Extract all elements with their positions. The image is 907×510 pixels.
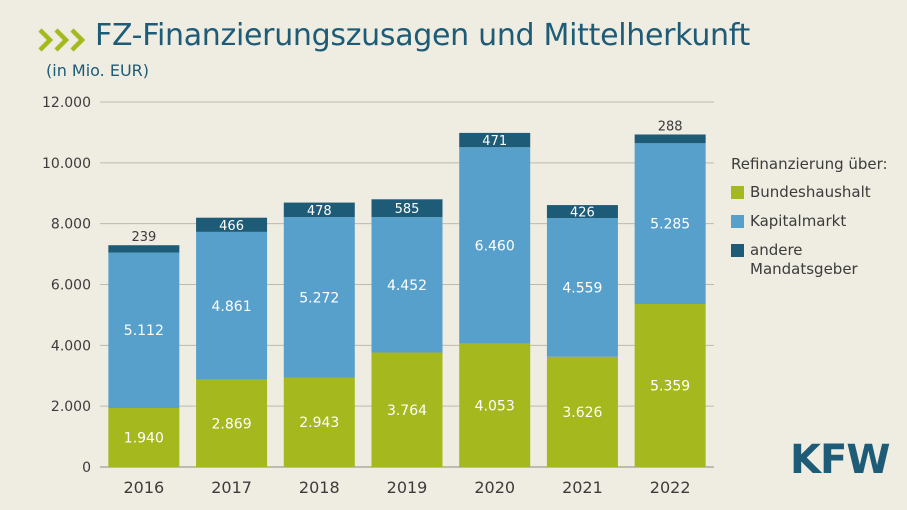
data-label-bundeshaushalt: 1.940 (124, 430, 164, 446)
bar-segment-kapitalmarkt (196, 231, 268, 380)
y-tick-label: 10.000 (42, 156, 91, 172)
bar-segment-andere (459, 132, 531, 148)
legend-item-bundeshaushalt: Bundeshaushalt (731, 183, 901, 202)
x-tick-label: 2022 (650, 478, 691, 497)
bar-segment-kapitalmarkt (546, 218, 618, 357)
data-label-kapitalmarkt: 4.452 (387, 278, 427, 294)
legend-item-andere: andere Mandatsgeber (731, 241, 901, 279)
kfw-logo: KFW (790, 437, 890, 483)
data-label-andere: 288 (658, 119, 683, 134)
legend-swatch-kapitalmarkt (731, 215, 744, 228)
data-label-kapitalmarkt: 5.112 (124, 323, 164, 339)
bar-segment-bundeshaushalt (546, 356, 618, 467)
x-tick-label: 2016 (123, 478, 164, 497)
bar-segment-andere (371, 199, 443, 218)
legend-label: Bundeshaushalt (750, 183, 871, 201)
bar-segment-bundeshaushalt (108, 407, 180, 467)
data-label-andere: 239 (131, 230, 156, 245)
x-tick-label: 2019 (387, 478, 428, 497)
y-tick-label: 8.000 (51, 217, 91, 233)
bar-segment-bundeshaushalt (459, 343, 531, 467)
data-label-andere: 466 (219, 219, 244, 234)
bar-segment-bundeshaushalt (634, 303, 706, 467)
bar-segment-bundeshaushalt (371, 352, 443, 467)
bar-segment-kapitalmarkt (283, 217, 355, 378)
bar-segment-bundeshaushalt (196, 379, 268, 467)
data-label-bundeshaushalt: 3.764 (387, 403, 427, 419)
data-label-bundeshaushalt: 4.053 (475, 398, 515, 414)
data-label-andere: 426 (570, 206, 595, 221)
y-tick-label: 2.000 (51, 399, 91, 415)
legend-swatch-bundeshaushalt (731, 186, 744, 199)
bar-segment-andere (634, 134, 706, 144)
legend-swatch-andere (731, 244, 744, 257)
y-tick-label: 0 (82, 460, 91, 476)
bar-segment-kapitalmarkt (634, 143, 706, 304)
chevron-arrows-icon (38, 28, 86, 52)
data-label-andere: 478 (307, 204, 332, 219)
bar-segment-kapitalmarkt (459, 147, 531, 344)
bar-segment-kapitalmarkt (371, 217, 443, 353)
data-label-andere: 471 (482, 134, 507, 149)
y-tick-label: 12.000 (42, 95, 91, 111)
x-tick-label: 2020 (474, 478, 515, 497)
data-label-kapitalmarkt: 5.272 (299, 290, 339, 306)
data-label-bundeshaushalt: 3.626 (562, 405, 602, 421)
data-label-andere: 585 (395, 202, 420, 217)
legend-label: Kapitalmarkt (750, 212, 847, 230)
legend-label: andere Mandatsgeber (750, 241, 858, 278)
data-label-bundeshaushalt: 2.943 (299, 415, 339, 431)
data-label-kapitalmarkt: 5.285 (650, 217, 690, 233)
legend-item-kapitalmarkt: Kapitalmarkt (731, 212, 901, 231)
bar-segment-andere (196, 217, 268, 232)
chart-subtitle: (in Mio. EUR) (46, 61, 150, 80)
y-tick-label: 6.000 (51, 278, 91, 294)
bar-segment-bundeshaushalt (283, 377, 355, 467)
chart-title: FZ-Finanzierungszusagen und Mittelherkun… (95, 18, 750, 53)
y-tick-label: 4.000 (51, 338, 91, 354)
x-tick-label: 2017 (211, 478, 252, 497)
bar-segment-andere (283, 202, 355, 218)
legend: Refinanzierung über: Bundeshaushalt Kapi… (731, 155, 901, 289)
data-label-kapitalmarkt: 4.559 (562, 280, 602, 296)
bar-segment-andere (108, 245, 180, 253)
data-label-kapitalmarkt: 4.861 (212, 299, 252, 315)
data-label-bundeshaushalt: 5.359 (650, 378, 690, 394)
data-label-bundeshaushalt: 2.869 (212, 416, 252, 432)
data-label-kapitalmarkt: 6.460 (475, 238, 515, 254)
bar-segment-kapitalmarkt (108, 252, 180, 408)
legend-title: Refinanzierung über: (731, 155, 888, 173)
x-tick-label: 2021 (562, 478, 603, 497)
x-tick-label: 2018 (299, 478, 340, 497)
bar-segment-andere (546, 205, 618, 219)
